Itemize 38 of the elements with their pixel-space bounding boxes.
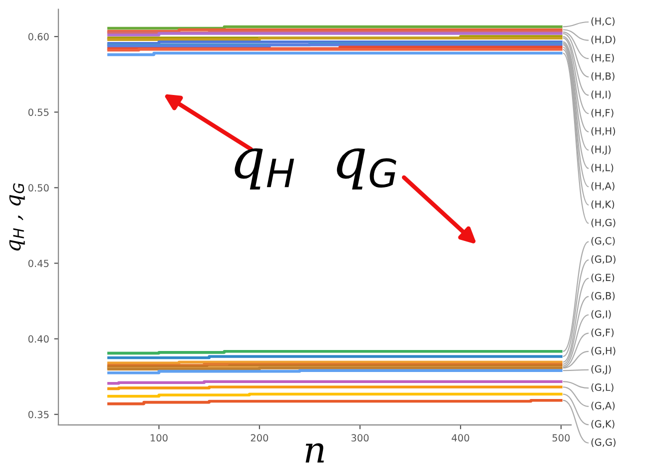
text: (H,E) <box>591 54 614 63</box>
y-tick-label: 0.60 <box>28 33 49 40</box>
text: (H,J) <box>591 145 611 155</box>
text: (H,D) <box>591 36 616 44</box>
text: (G,H) <box>591 346 616 356</box>
text: (G,I) <box>591 310 611 319</box>
text: (G,A) <box>591 402 615 410</box>
text: (H,B) <box>591 72 614 81</box>
y-tick-label: 0.55 <box>28 108 49 116</box>
text: (G,G) <box>591 438 616 447</box>
x-tick-label: 400 <box>452 434 470 442</box>
y-axis-title: q$_{H}$ , q$_{G}$ <box>9 183 25 250</box>
text: (H,G) <box>591 218 616 228</box>
text: (G,C) <box>591 236 615 246</box>
y-tick-label: 0.40 <box>28 335 49 343</box>
text: (G,F) <box>591 328 614 338</box>
y-tick-label: 0.50 <box>28 184 49 192</box>
x-tick-label: 300 <box>351 434 369 442</box>
text: (H,C) <box>591 17 615 26</box>
x-axis-title: n <box>306 443 324 463</box>
text: (G,B) <box>591 292 615 301</box>
text: (H,F) <box>591 108 614 118</box>
text: (H,A) <box>591 182 614 191</box>
text: (H,I) <box>591 90 611 100</box>
text: (G,J) <box>591 365 611 374</box>
text: (G,E) <box>591 274 614 282</box>
x-tick-label: 100 <box>150 434 168 442</box>
text: (G,D) <box>591 255 616 264</box>
x-tick-label: 500 <box>552 434 570 442</box>
text: (H,H) <box>591 127 616 136</box>
text: (H,L) <box>591 164 614 172</box>
text: (G,K) <box>591 420 614 429</box>
text: (H,K) <box>591 200 614 210</box>
x-tick-label: 200 <box>250 434 268 442</box>
y-tick-label: 0.35 <box>28 410 49 418</box>
annotation: q$_{H}$ q$_{G}$ <box>234 148 396 190</box>
text: (G,L) <box>591 383 614 392</box>
y-tick-label: 0.45 <box>28 260 49 268</box>
